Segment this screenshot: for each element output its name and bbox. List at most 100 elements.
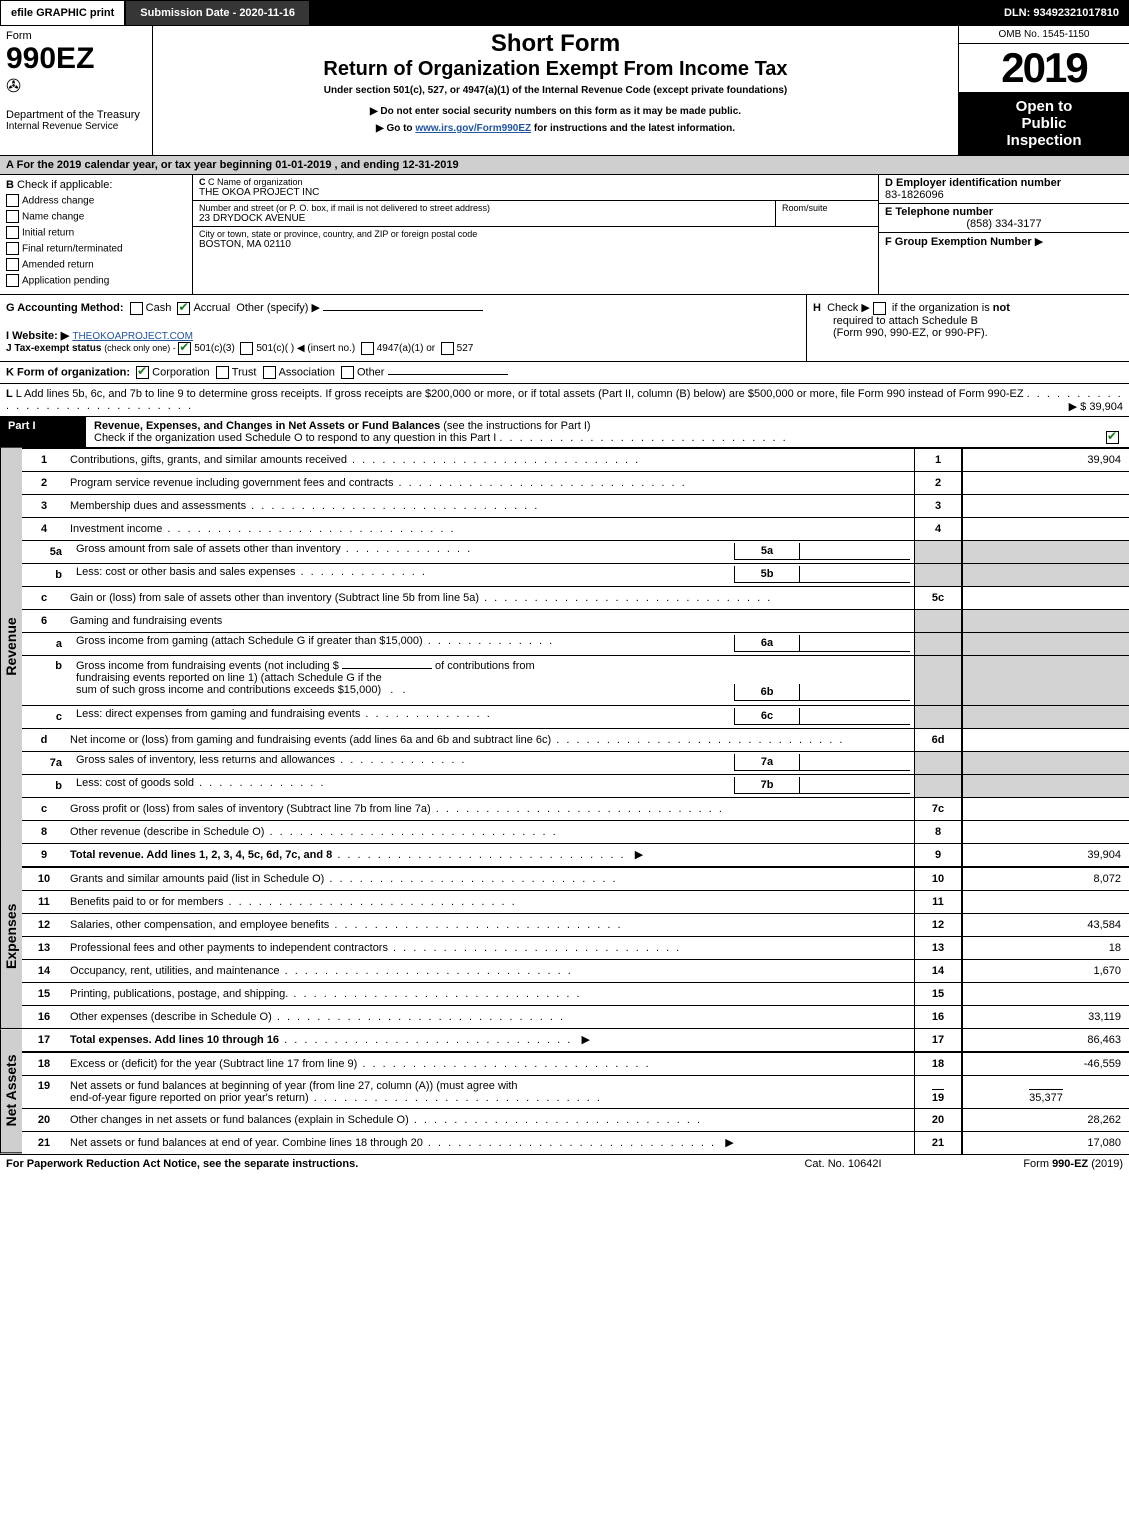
- corp-checkbox[interactable]: [136, 366, 149, 379]
- line-row: 21Net assets or fund balances at end of …: [22, 1131, 1129, 1154]
- k-row: K Form of organization: Corporation Trus…: [0, 362, 1129, 384]
- accrual-label: Accrual: [193, 302, 230, 314]
- assoc-checkbox[interactable]: [263, 366, 276, 379]
- h-not: not: [993, 302, 1010, 314]
- part1-label: Part I: [0, 417, 86, 447]
- open-to-public: Open to Public Inspection: [959, 92, 1129, 155]
- form-number: 990EZ: [6, 42, 146, 76]
- line-row: 5aGross amount from sale of assets other…: [22, 540, 1129, 563]
- f-label: F Group Exemption Number: [885, 236, 1032, 248]
- revenue-side-label: Revenue: [0, 448, 22, 846]
- line-row: 2Program service revenue including gover…: [22, 471, 1129, 494]
- efile-button[interactable]: efile GRAPHIC print: [0, 0, 125, 26]
- lines-table: Revenue Expenses Net Assets 1Contributio…: [0, 448, 1129, 1154]
- cash-label: Cash: [146, 302, 172, 314]
- netassets-side-label: Net Assets: [0, 1029, 22, 1153]
- schedule-o-checkbox[interactable]: [1106, 431, 1119, 444]
- phone-value: (858) 334-3177: [885, 218, 1123, 230]
- b-option[interactable]: Initial return: [6, 226, 186, 239]
- part1-title: Revenue, Expenses, and Changes in Net As…: [94, 420, 440, 432]
- part1-check-text: Check if the organization used Schedule …: [94, 432, 496, 444]
- city-label: City or town, state or province, country…: [199, 229, 872, 239]
- line-row: 7aGross sales of inventory, less returns…: [22, 751, 1129, 774]
- 501c-label: 501(c)( ) ◀ (insert no.): [256, 343, 355, 354]
- e-label: E Telephone number: [885, 206, 1123, 218]
- cash-checkbox[interactable]: [130, 302, 143, 315]
- assoc-label: Association: [279, 366, 335, 378]
- top-bar: efile GRAPHIC print Submission Date - 20…: [0, 0, 1129, 26]
- h-text: if the organization is: [892, 302, 993, 314]
- page-footer: For Paperwork Reduction Act Notice, see …: [0, 1154, 1129, 1173]
- other-org-label: Other: [357, 366, 385, 378]
- accrual-checkbox[interactable]: [177, 302, 190, 315]
- 4947-checkbox[interactable]: [361, 342, 374, 355]
- footer-left: For Paperwork Reduction Act Notice, see …: [6, 1158, 743, 1170]
- goto-line: ▶ Go to www.irs.gov/Form990EZ for instru…: [159, 123, 952, 134]
- website-link[interactable]: THEOKOAPROJECT.COM: [72, 331, 193, 342]
- omb-number: OMB No. 1545-1150: [959, 26, 1129, 44]
- 501c3-label: 501(c)(3): [194, 343, 235, 354]
- line-row: 20Other changes in net assets or fund ba…: [22, 1108, 1129, 1131]
- return-title: Return of Organization Exempt From Incom…: [159, 58, 952, 81]
- other-method: Other (specify) ▶: [236, 302, 320, 314]
- line-row: 13Professional fees and other payments t…: [22, 936, 1129, 959]
- trust-checkbox[interactable]: [216, 366, 229, 379]
- goto-pre: Go to: [386, 123, 415, 134]
- other-org-checkbox[interactable]: [341, 366, 354, 379]
- h-checkbox[interactable]: [873, 302, 886, 315]
- submission-date-button[interactable]: Submission Date - 2020-11-16: [125, 0, 310, 26]
- org-name: THE OKOA PROJECT INC: [199, 187, 872, 198]
- line-row: 19Net assets or fund balances at beginni…: [22, 1075, 1129, 1108]
- line-row: dNet income or (loss) from gaming and fu…: [22, 728, 1129, 751]
- irs-label: Internal Revenue Service: [6, 121, 146, 132]
- b-option[interactable]: Name change: [6, 210, 186, 223]
- line-row: 18Excess or (deficit) for the year (Subt…: [22, 1051, 1129, 1075]
- dept-label: Department of the Treasury: [6, 109, 146, 121]
- section-a: A For the 2019 calendar year, or tax yea…: [0, 156, 1129, 175]
- line-row: cGross profit or (loss) from sales of in…: [22, 797, 1129, 820]
- 4947-label: 4947(a)(1) or: [377, 343, 435, 354]
- line-row: cLess: direct expenses from gaming and f…: [22, 705, 1129, 728]
- part1-header: Part I Revenue, Expenses, and Changes in…: [0, 417, 1129, 448]
- g-label: G Accounting Method:: [6, 302, 124, 314]
- street-label: Number and street (or P. O. box, if mail…: [199, 203, 769, 213]
- line-row: cGain or (loss) from sale of assets othe…: [22, 586, 1129, 609]
- city-value: BOSTON, MA 02110: [199, 239, 872, 250]
- expenses-side-label: Expenses: [0, 845, 22, 1029]
- b-option[interactable]: Final return/terminated: [6, 242, 186, 255]
- 527-label: 527: [457, 343, 474, 354]
- tax-year: 2019: [959, 44, 1129, 92]
- ghijk-block: G Accounting Method: Cash Accrual Other …: [0, 295, 1129, 362]
- line-row: 12Salaries, other compensation, and empl…: [22, 913, 1129, 936]
- b-option[interactable]: Address change: [6, 194, 186, 207]
- entity-block: B Check if applicable: Address changeNam…: [0, 175, 1129, 295]
- 527-checkbox[interactable]: [441, 342, 454, 355]
- k-label: K Form of organization:: [6, 366, 130, 378]
- ein-value: 83-1826096: [885, 189, 1123, 201]
- line-row: 11Benefits paid to or for members11: [22, 890, 1129, 913]
- h-text2: required to attach Schedule B: [833, 315, 978, 327]
- j-label: J Tax-exempt status: [6, 343, 101, 354]
- line-row: bLess: cost or other basis and sales exp…: [22, 563, 1129, 586]
- line-row: bGross income from fundraising events (n…: [22, 655, 1129, 705]
- l-text: L Add lines 5b, 6c, and 7b to line 9 to …: [16, 388, 1024, 400]
- h-pre: Check ▶: [827, 302, 873, 314]
- l-amount: ▶ $ 39,904: [1069, 401, 1123, 413]
- line-row: 10Grants and similar amounts paid (list …: [22, 866, 1129, 890]
- goto-link[interactable]: www.irs.gov/Form990EZ: [415, 123, 531, 134]
- line-row: 4Investment income4: [22, 517, 1129, 540]
- trust-label: Trust: [232, 366, 257, 378]
- footer-center: Cat. No. 10642I: [743, 1158, 943, 1170]
- b-option[interactable]: Amended return: [6, 258, 186, 271]
- b-option[interactable]: Application pending: [6, 274, 186, 287]
- short-form-title: Short Form: [159, 30, 952, 58]
- b-label: Check if applicable:: [17, 179, 112, 191]
- l-row: L L Add lines 5b, 6c, and 7b to line 9 t…: [0, 384, 1129, 417]
- d-label: D Employer identification number: [885, 177, 1123, 189]
- 501c-checkbox[interactable]: [240, 342, 253, 355]
- c-name-label: C C Name of organization: [199, 177, 872, 187]
- dln-label: DLN: 93492321017810: [994, 0, 1129, 26]
- line-row: 6Gaming and fundraising events: [22, 609, 1129, 632]
- 501c3-checkbox[interactable]: [178, 342, 191, 355]
- line-row: 3Membership dues and assessments3: [22, 494, 1129, 517]
